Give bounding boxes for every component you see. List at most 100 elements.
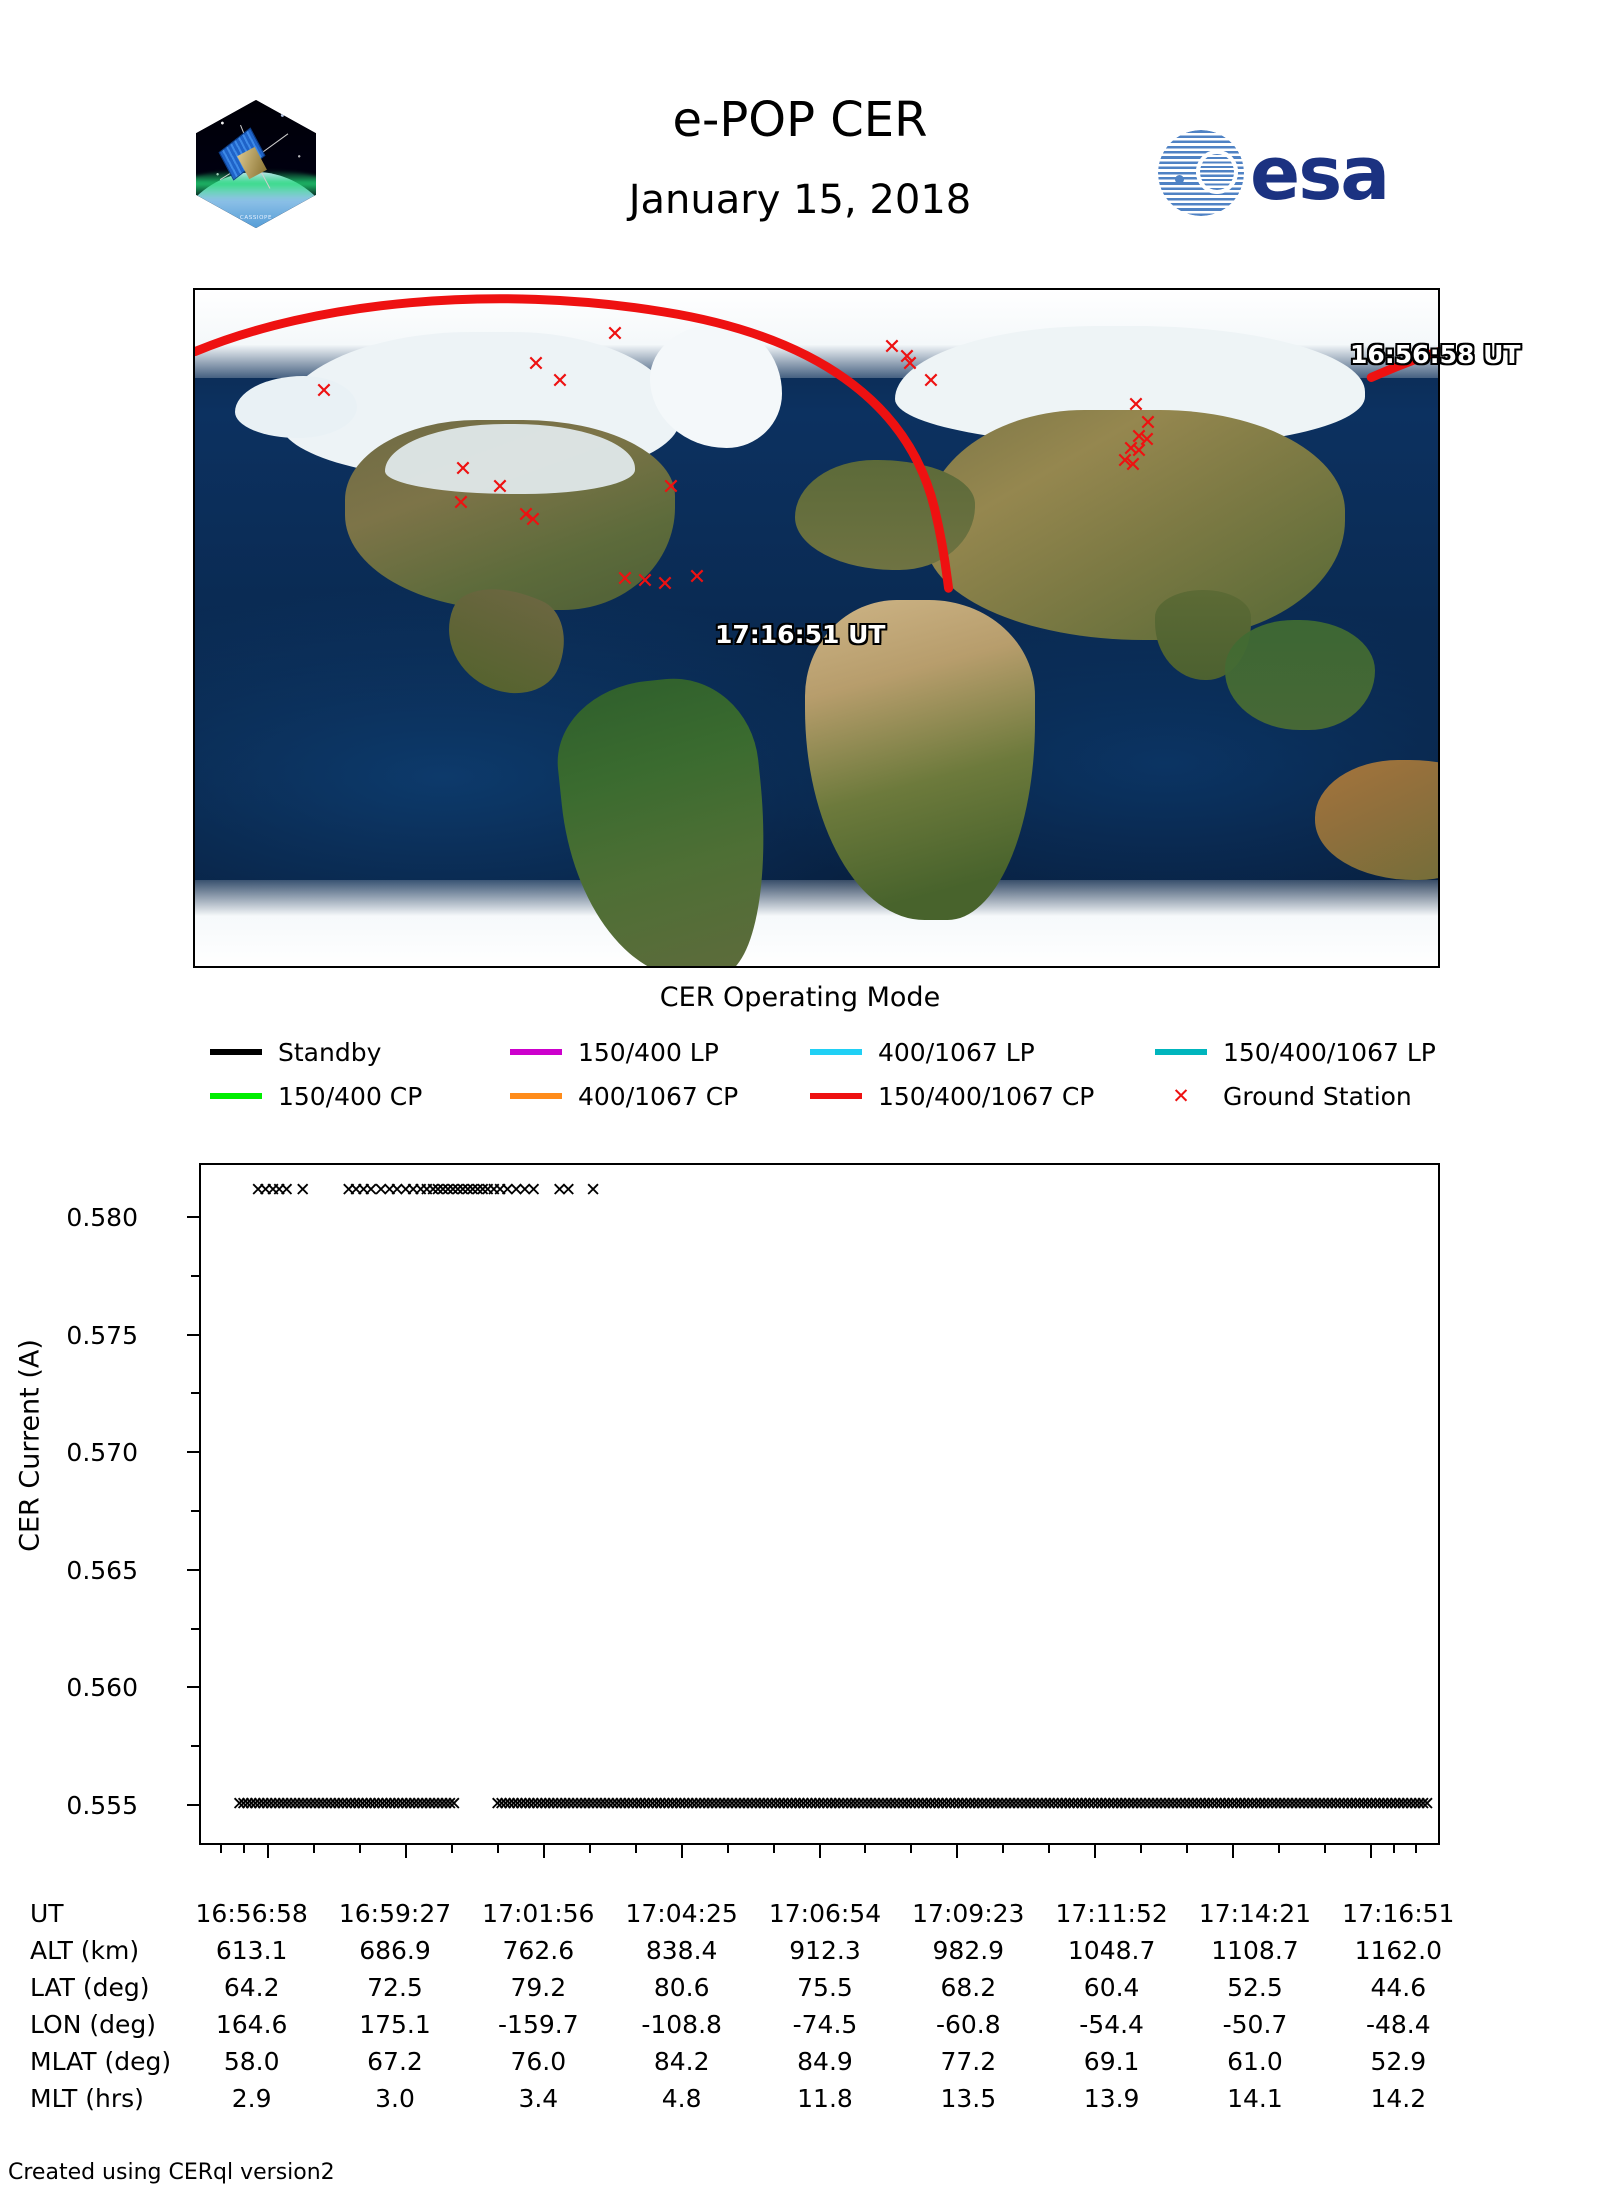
data-point-marker: ✕ xyxy=(517,1792,534,1815)
data-point-marker: ✕ xyxy=(412,1178,429,1201)
y-axis-tick-label: 0.575 xyxy=(66,1320,138,1350)
data-point-marker: ✕ xyxy=(902,1792,919,1815)
y-axis-tick xyxy=(187,1333,199,1336)
data-point-marker: ✕ xyxy=(271,1178,288,1201)
data-point-marker: ✕ xyxy=(1172,1792,1189,1815)
data-point-marker: ✕ xyxy=(1224,1792,1241,1815)
data-point-marker: ✕ xyxy=(958,1792,975,1815)
data-point-marker: ✕ xyxy=(358,1792,375,1815)
x-axis-tick xyxy=(1370,1845,1373,1858)
data-point-marker: ✕ xyxy=(1276,1792,1293,1815)
data-point-marker: ✕ xyxy=(1311,1792,1328,1815)
cassiope-logo: CASSIOPE xyxy=(193,97,319,231)
plot-data-area: ✕ ✕ ✕ ✕ ✕ ✕ ✕ ✕ ✕ ✕ ✕ ✕ ✕ ✕ ✕ ✕ ✕ ✕ ✕ ✕ ✕ ✕ ✕ ✕ ✕ ✕ ✕ ✕ ✕ ✕ ✕ ✕ ✕ ✕ ✕ ✕ ✕ ✕ ✕ ✕… xyxy=(201,1165,1438,1843)
data-point-marker: ✕ xyxy=(410,1792,427,1815)
greenland-region xyxy=(650,324,782,448)
table-cell: 17:01:56 xyxy=(482,1899,595,1928)
table-cell: 77.2 xyxy=(940,2047,997,2076)
data-point-marker: ✕ xyxy=(405,1178,422,1201)
x-axis-tick xyxy=(1094,1845,1097,1858)
data-point-marker: ✕ xyxy=(942,1792,959,1815)
data-point-marker: ✕ xyxy=(406,1792,423,1815)
data-point-marker: ✕ xyxy=(1017,1792,1034,1815)
esa-emblem-e-icon xyxy=(1200,154,1234,190)
table-cell: 912.3 xyxy=(789,1936,861,1965)
legend-label: 150/400 LP xyxy=(578,1037,719,1067)
data-point-marker: ✕ xyxy=(294,1178,311,1201)
data-point-marker: ✕ xyxy=(1192,1792,1209,1815)
data-point-marker: ✕ xyxy=(819,1792,836,1815)
data-point-marker: ✕ xyxy=(724,1792,740,1815)
data-point-marker: ✕ xyxy=(1296,1792,1312,1815)
data-point-marker: ✕ xyxy=(479,1178,496,1201)
data-point-marker: ✕ xyxy=(485,1178,502,1201)
data-point-marker: ✕ xyxy=(894,1792,911,1815)
data-point-marker: ✕ xyxy=(1176,1792,1193,1815)
data-point-marker: ✕ xyxy=(811,1792,828,1815)
y-axis-tick-label: 0.565 xyxy=(66,1555,138,1585)
data-point-marker: ✕ xyxy=(1010,1792,1026,1815)
data-point-marker: ✕ xyxy=(271,1792,288,1815)
data-point-marker: ✕ xyxy=(363,1178,379,1201)
legend-label: Ground Station xyxy=(1223,1081,1412,1111)
data-point-marker: ✕ xyxy=(355,1178,372,1201)
table-cell: 52.5 xyxy=(1227,1973,1283,2002)
data-point-marker: ✕ xyxy=(334,1792,351,1815)
data-point-marker: ✕ xyxy=(1268,1792,1285,1815)
legend-item: 150/400 LP xyxy=(510,1030,719,1074)
data-point-marker: ✕ xyxy=(1303,1792,1320,1815)
table-cell: 2.9 xyxy=(231,2084,272,2113)
x-axis-tick xyxy=(680,1845,683,1858)
data-point-marker: ✕ xyxy=(982,1792,999,1815)
y-axis-minor-tick xyxy=(191,1510,199,1513)
x-axis-minor-tick xyxy=(910,1845,913,1853)
data-point-marker: ✕ xyxy=(652,1792,669,1815)
data-point-marker: ✕ xyxy=(263,1792,280,1815)
table-row-label: MLT (hrs) xyxy=(30,2084,144,2113)
data-point-marker: ✕ xyxy=(696,1792,713,1815)
data-point-marker: ✕ xyxy=(739,1792,756,1815)
data-point-marker: ✕ xyxy=(620,1792,637,1815)
data-point-marker: ✕ xyxy=(1105,1792,1122,1815)
data-point-marker: ✕ xyxy=(1045,1792,1062,1815)
data-point-marker: ✕ xyxy=(1141,1792,1158,1815)
legend-label: 150/400/1067 LP xyxy=(1223,1037,1436,1067)
data-point-marker: ✕ xyxy=(573,1792,590,1815)
data-point-marker: ✕ xyxy=(1323,1792,1340,1815)
data-point-marker: ✕ xyxy=(585,1792,601,1815)
data-point-marker: ✕ xyxy=(843,1792,860,1815)
data-point-marker: ✕ xyxy=(934,1792,951,1815)
data-point-marker: ✕ xyxy=(257,1178,274,1201)
data-point-marker: ✕ xyxy=(1065,1792,1082,1815)
table-cell: 762.6 xyxy=(502,1936,575,1965)
data-point-marker: ✕ xyxy=(688,1792,705,1815)
legend-row: Standby 150/400 LP 400/1067 LP 150/400/1067… xyxy=(210,1030,1436,1074)
data-point-marker: ✕ xyxy=(1260,1792,1277,1815)
data-point-marker: ✕ xyxy=(708,1792,725,1815)
table-row-label: ALT (km) xyxy=(30,1936,140,1965)
data-point-marker: ✕ xyxy=(890,1792,907,1815)
x-axis-minor-tick xyxy=(496,1845,499,1853)
data-point-marker: ✕ xyxy=(628,1792,645,1815)
table-row-label: LAT (deg) xyxy=(30,1973,150,2002)
data-point-marker: ✕ xyxy=(438,1792,454,1815)
data-point-marker: ✕ xyxy=(560,1178,577,1201)
data-point-marker: ✕ xyxy=(779,1792,796,1815)
table-cell: -108.8 xyxy=(641,2010,722,2039)
y-axis-tick xyxy=(187,1568,199,1571)
data-point-marker: ✕ xyxy=(608,1792,625,1815)
data-point-marker: ✕ xyxy=(684,1792,701,1815)
data-point-marker: ✕ xyxy=(962,1792,979,1815)
data-point-marker: ✕ xyxy=(1371,1792,1388,1815)
ephemeris-table: UT 16:56:58 16:59:27 17:01:56 17:04:25 17:06:… xyxy=(30,1895,1470,2117)
data-point-marker: ✕ xyxy=(1232,1792,1249,1815)
page-header: CASSIOPE e-POP CER January 15, 2018 esa xyxy=(0,0,1600,260)
legend-color-swatch xyxy=(1155,1049,1207,1055)
data-point-marker: ✕ xyxy=(926,1792,943,1815)
table-cell: 17:16:51 xyxy=(1342,1899,1455,1928)
data-point-marker: ✕ xyxy=(588,1792,605,1815)
antarctic-ice-layer xyxy=(195,880,1438,966)
data-point-marker: ✕ xyxy=(1081,1792,1098,1815)
north-america-snowcover xyxy=(385,424,635,494)
table-cell: 838.4 xyxy=(645,1936,718,1965)
